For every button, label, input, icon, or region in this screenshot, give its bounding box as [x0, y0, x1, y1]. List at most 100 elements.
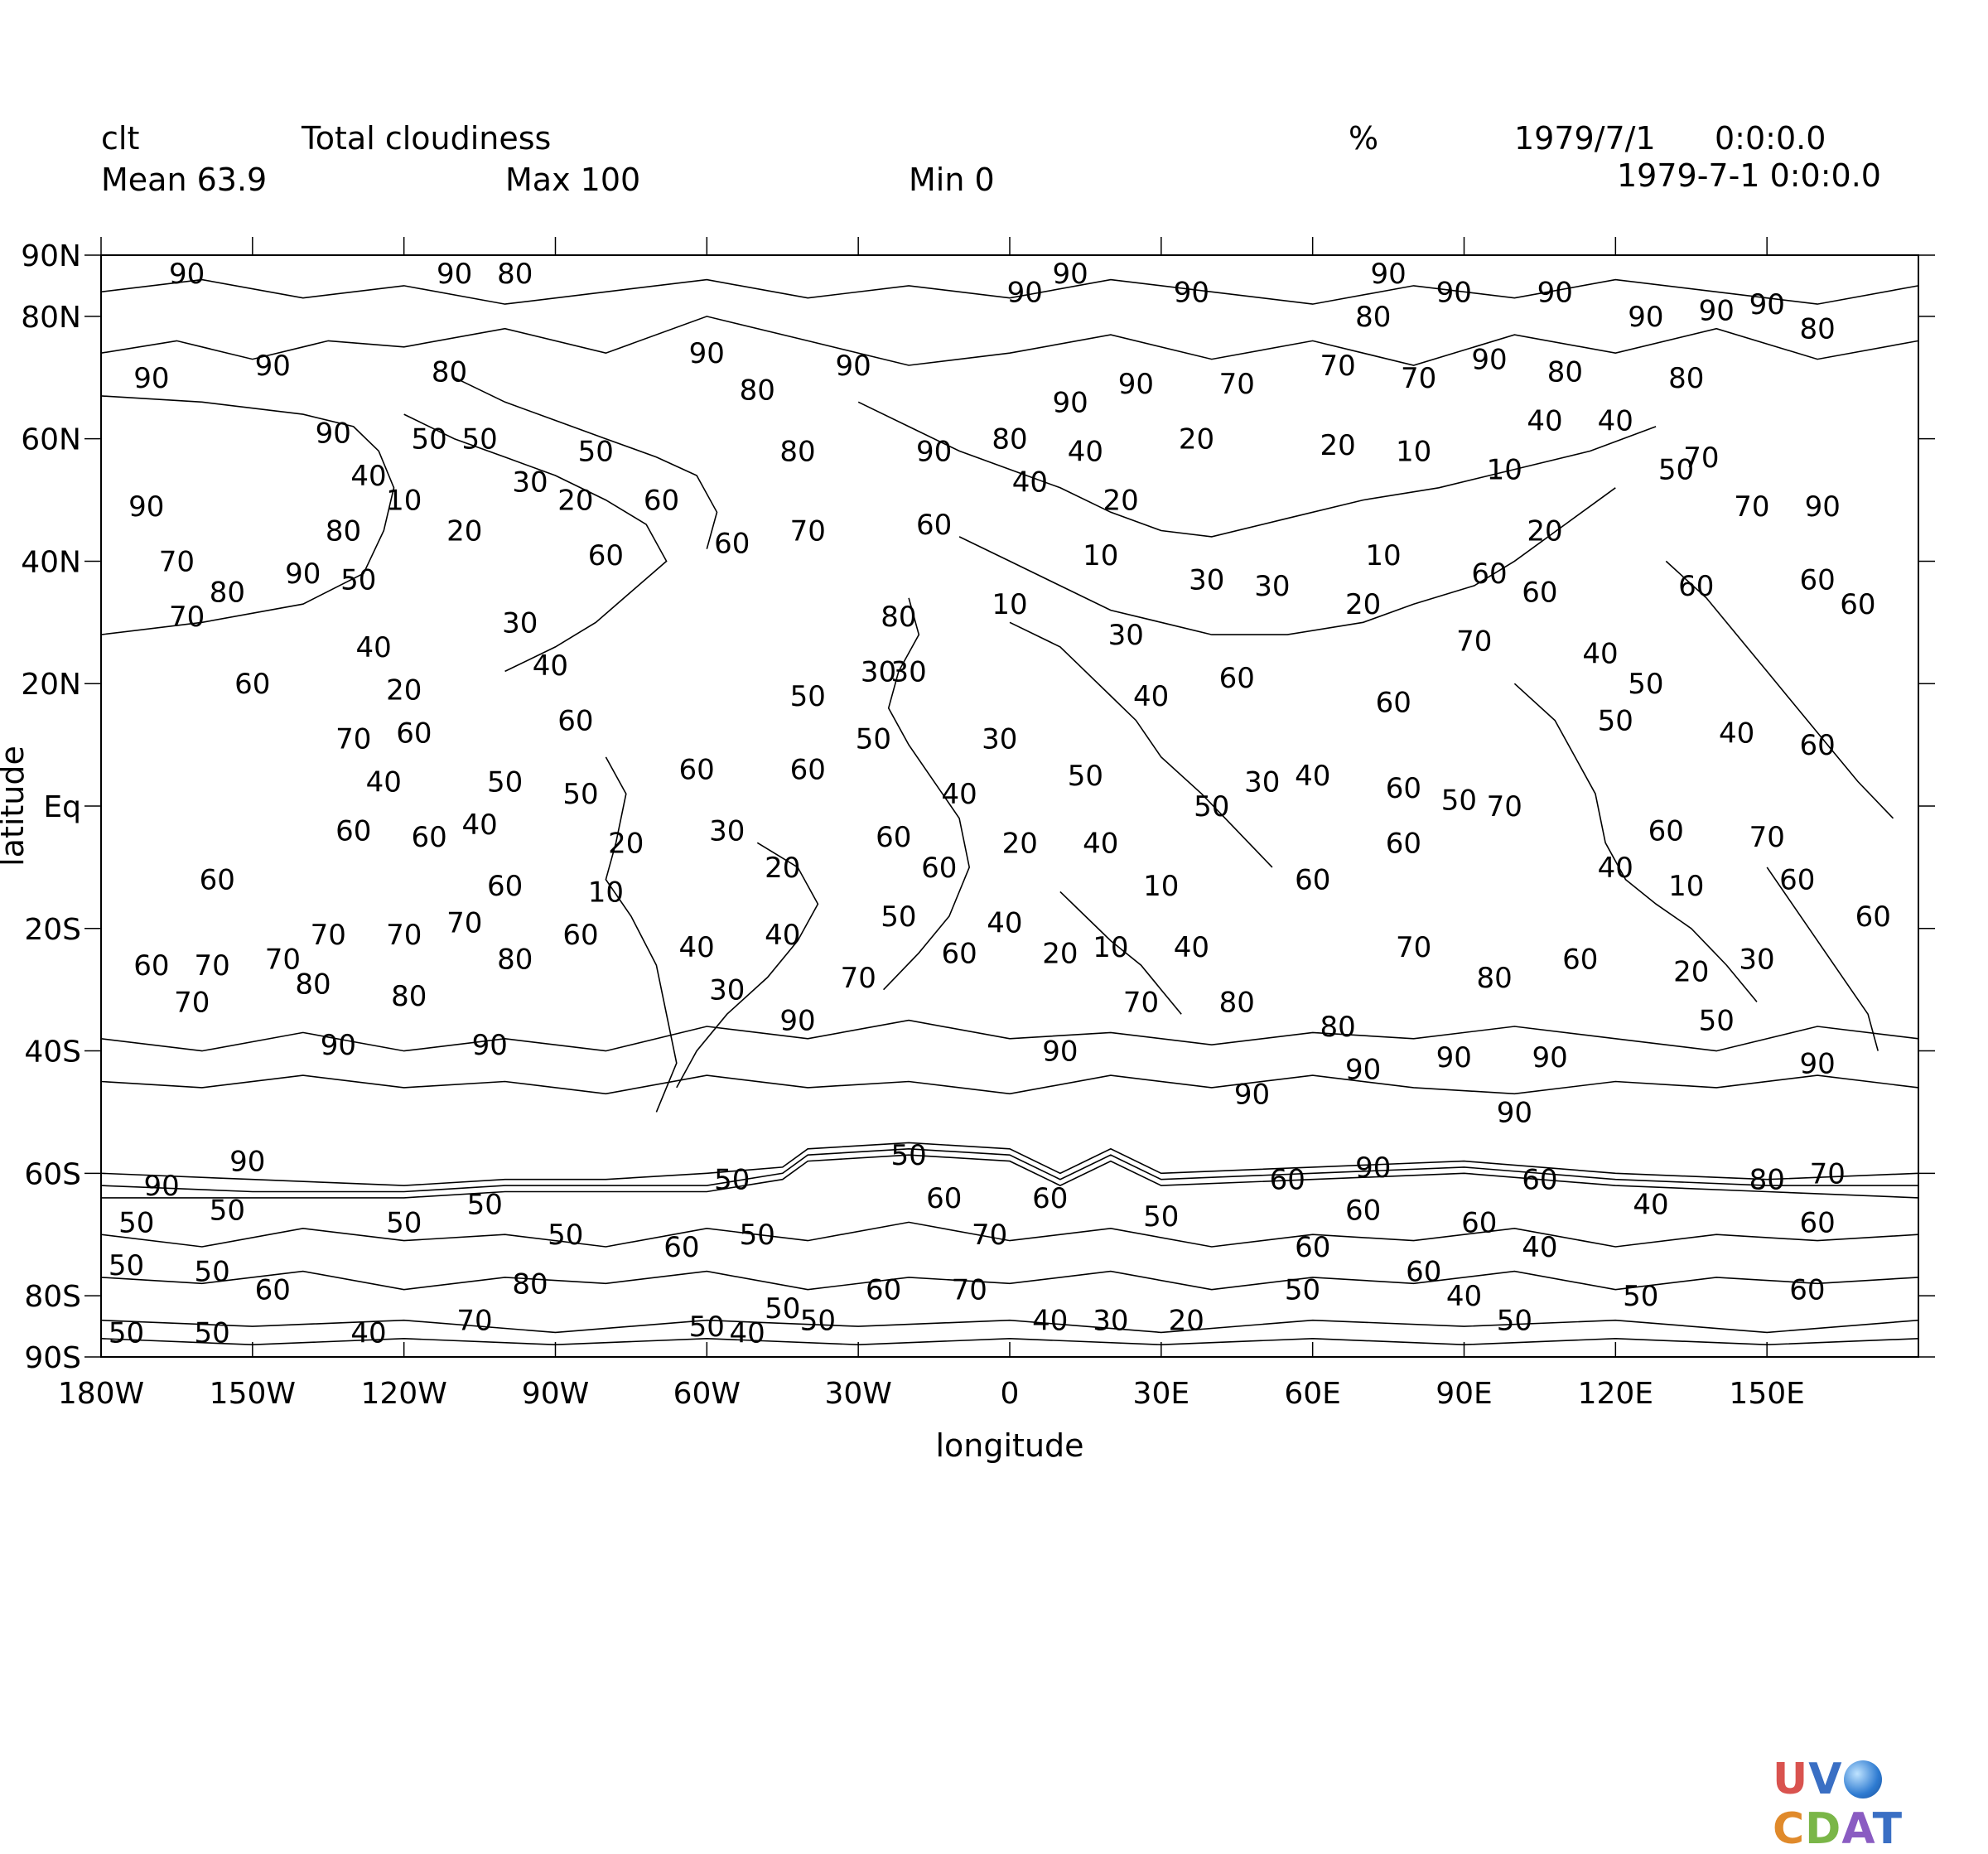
x-tick-label: 60E: [1284, 1377, 1341, 1411]
contour-label-159: 60: [1562, 944, 1598, 977]
contour-label-129: 60: [1779, 864, 1815, 897]
contour-line-6: [958, 487, 1616, 635]
contour-label-68: 40: [1133, 680, 1169, 713]
contour-label-117: 30: [709, 815, 745, 848]
contour-label-107: 50: [1068, 760, 1103, 793]
mean-stat: Mean 63.9: [101, 162, 268, 198]
contour-line-11: [1059, 891, 1182, 1015]
contour-label-219: 40: [729, 1316, 765, 1349]
x-tick-label: 60W: [673, 1377, 741, 1411]
contour-label-109: 40: [1295, 760, 1330, 793]
contour-label-182: 60: [1522, 1164, 1557, 1197]
y-tick-label: 60N: [21, 423, 81, 457]
contour-line-16: [100, 1074, 1919, 1095]
contour-lines: [100, 278, 1919, 1346]
contour-label-141: 40: [1174, 931, 1209, 964]
x-axis-title: longitude: [935, 1427, 1083, 1464]
contour-label-153: 80: [497, 944, 533, 977]
y-tick-label: 90N: [21, 239, 81, 273]
contour-label-161: 30: [1739, 944, 1774, 977]
contour-label-84: 50: [1598, 705, 1633, 738]
contour-label-170: 90: [1345, 1054, 1381, 1087]
logo-letter-a: A: [1841, 1804, 1873, 1854]
contour-label-15: 90: [255, 350, 291, 383]
contour-label-5: 90: [1174, 276, 1209, 309]
contour-label-149: 40: [678, 931, 714, 964]
contour-line-19: [101, 1154, 1919, 1199]
y-axis-title: latitude: [0, 746, 31, 867]
y-tick-label: 60S: [24, 1157, 81, 1191]
y-tick-label: 20N: [21, 668, 81, 702]
contour-label-59: 70: [1683, 442, 1719, 475]
contour-line-22: [100, 1319, 1919, 1334]
contour-label-213: 50: [1623, 1280, 1658, 1313]
x-tick-label: 120E: [1578, 1377, 1653, 1411]
contour-label-92: 60: [557, 705, 593, 738]
contour-label-181: 90: [1355, 1152, 1391, 1185]
x-tick-label: 150E: [1729, 1377, 1804, 1411]
contour-label-90: 60: [234, 668, 270, 701]
contour-label-83: 50: [1628, 668, 1663, 701]
globe-icon: [1844, 1760, 1883, 1798]
contour-line-18: [100, 1147, 1918, 1193]
contour-label-157: 70: [1396, 931, 1431, 964]
contour-label-48: 50: [340, 564, 376, 597]
contour-label-184: 70: [1810, 1157, 1846, 1190]
contour-label-51: 40: [1068, 435, 1103, 468]
contour-label-171: 90: [1436, 1041, 1472, 1074]
contour-line-9: [605, 756, 678, 1113]
contour-label-162: 50: [1699, 1005, 1735, 1038]
contour-label-9: 90: [1699, 295, 1735, 328]
contour-label-223: 20: [1169, 1305, 1204, 1338]
contour-label-24: 90: [1118, 368, 1154, 401]
contour-label-150: 40: [765, 919, 800, 952]
contour-label-86: 60: [1799, 729, 1835, 762]
contour-label-17: 90: [689, 337, 725, 370]
contour-label-124: 60: [1386, 827, 1421, 860]
logo-letter-u: U: [1773, 1755, 1809, 1804]
contour-label-173: 90: [1799, 1047, 1835, 1080]
contour-label-58: 50: [1658, 454, 1694, 487]
contour-label-63: 10: [1083, 539, 1118, 572]
contour-label-199: 50: [740, 1219, 775, 1252]
y-tick-label: 20S: [24, 913, 81, 947]
contour-label-2: 80: [497, 258, 533, 291]
contour-label-121: 60: [921, 852, 957, 885]
x-tick-label: 150W: [210, 1377, 296, 1411]
contour-label-202: 60: [1461, 1206, 1497, 1239]
contour-label-209: 70: [952, 1274, 987, 1307]
x-tick-label: 30W: [824, 1377, 891, 1411]
contour-label-188: 50: [467, 1188, 503, 1221]
contour-label-12: 90: [1628, 301, 1663, 334]
contour-line-2: [100, 395, 395, 635]
contour-label-116: 40: [461, 809, 497, 842]
contour-label-111: 50: [1194, 790, 1229, 823]
contour-label-67: 30: [1108, 619, 1144, 652]
contour-label-98: 30: [982, 723, 1017, 756]
contour-label-81: 60: [1840, 588, 1875, 621]
contour-label-41: 90: [128, 490, 164, 524]
contour-line-10: [676, 842, 819, 1089]
contour-label-108: 30: [1244, 765, 1280, 799]
contour-label-44: 60: [714, 527, 750, 560]
contour-label-102: 50: [487, 765, 523, 799]
contour-label-118: 20: [765, 852, 800, 885]
contour-label-93: 50: [790, 680, 826, 713]
contour-label-215: 50: [109, 1316, 144, 1349]
contour-label-191: 50: [1143, 1200, 1179, 1234]
contour-label-23: 90: [1052, 386, 1088, 419]
contour-label-31: 90: [316, 417, 351, 450]
contour-label-42: 80: [326, 515, 361, 548]
contour-label-217: 40: [350, 1316, 386, 1349]
contour-label-57: 40: [1527, 405, 1562, 438]
logo-letter-d: D: [1805, 1804, 1842, 1854]
contour-label-147: 70: [265, 944, 301, 977]
contour-label-201: 60: [1295, 1231, 1330, 1264]
contour-label-47: 90: [285, 558, 321, 591]
contour-label-85: 40: [1719, 717, 1754, 750]
x-tick-label: 180W: [58, 1377, 144, 1411]
contour-label-34: 50: [578, 435, 614, 468]
contour-label-205: 80: [512, 1267, 548, 1301]
contour-label-197: 50: [548, 1219, 583, 1252]
contour-label-75: 60: [1522, 576, 1557, 609]
